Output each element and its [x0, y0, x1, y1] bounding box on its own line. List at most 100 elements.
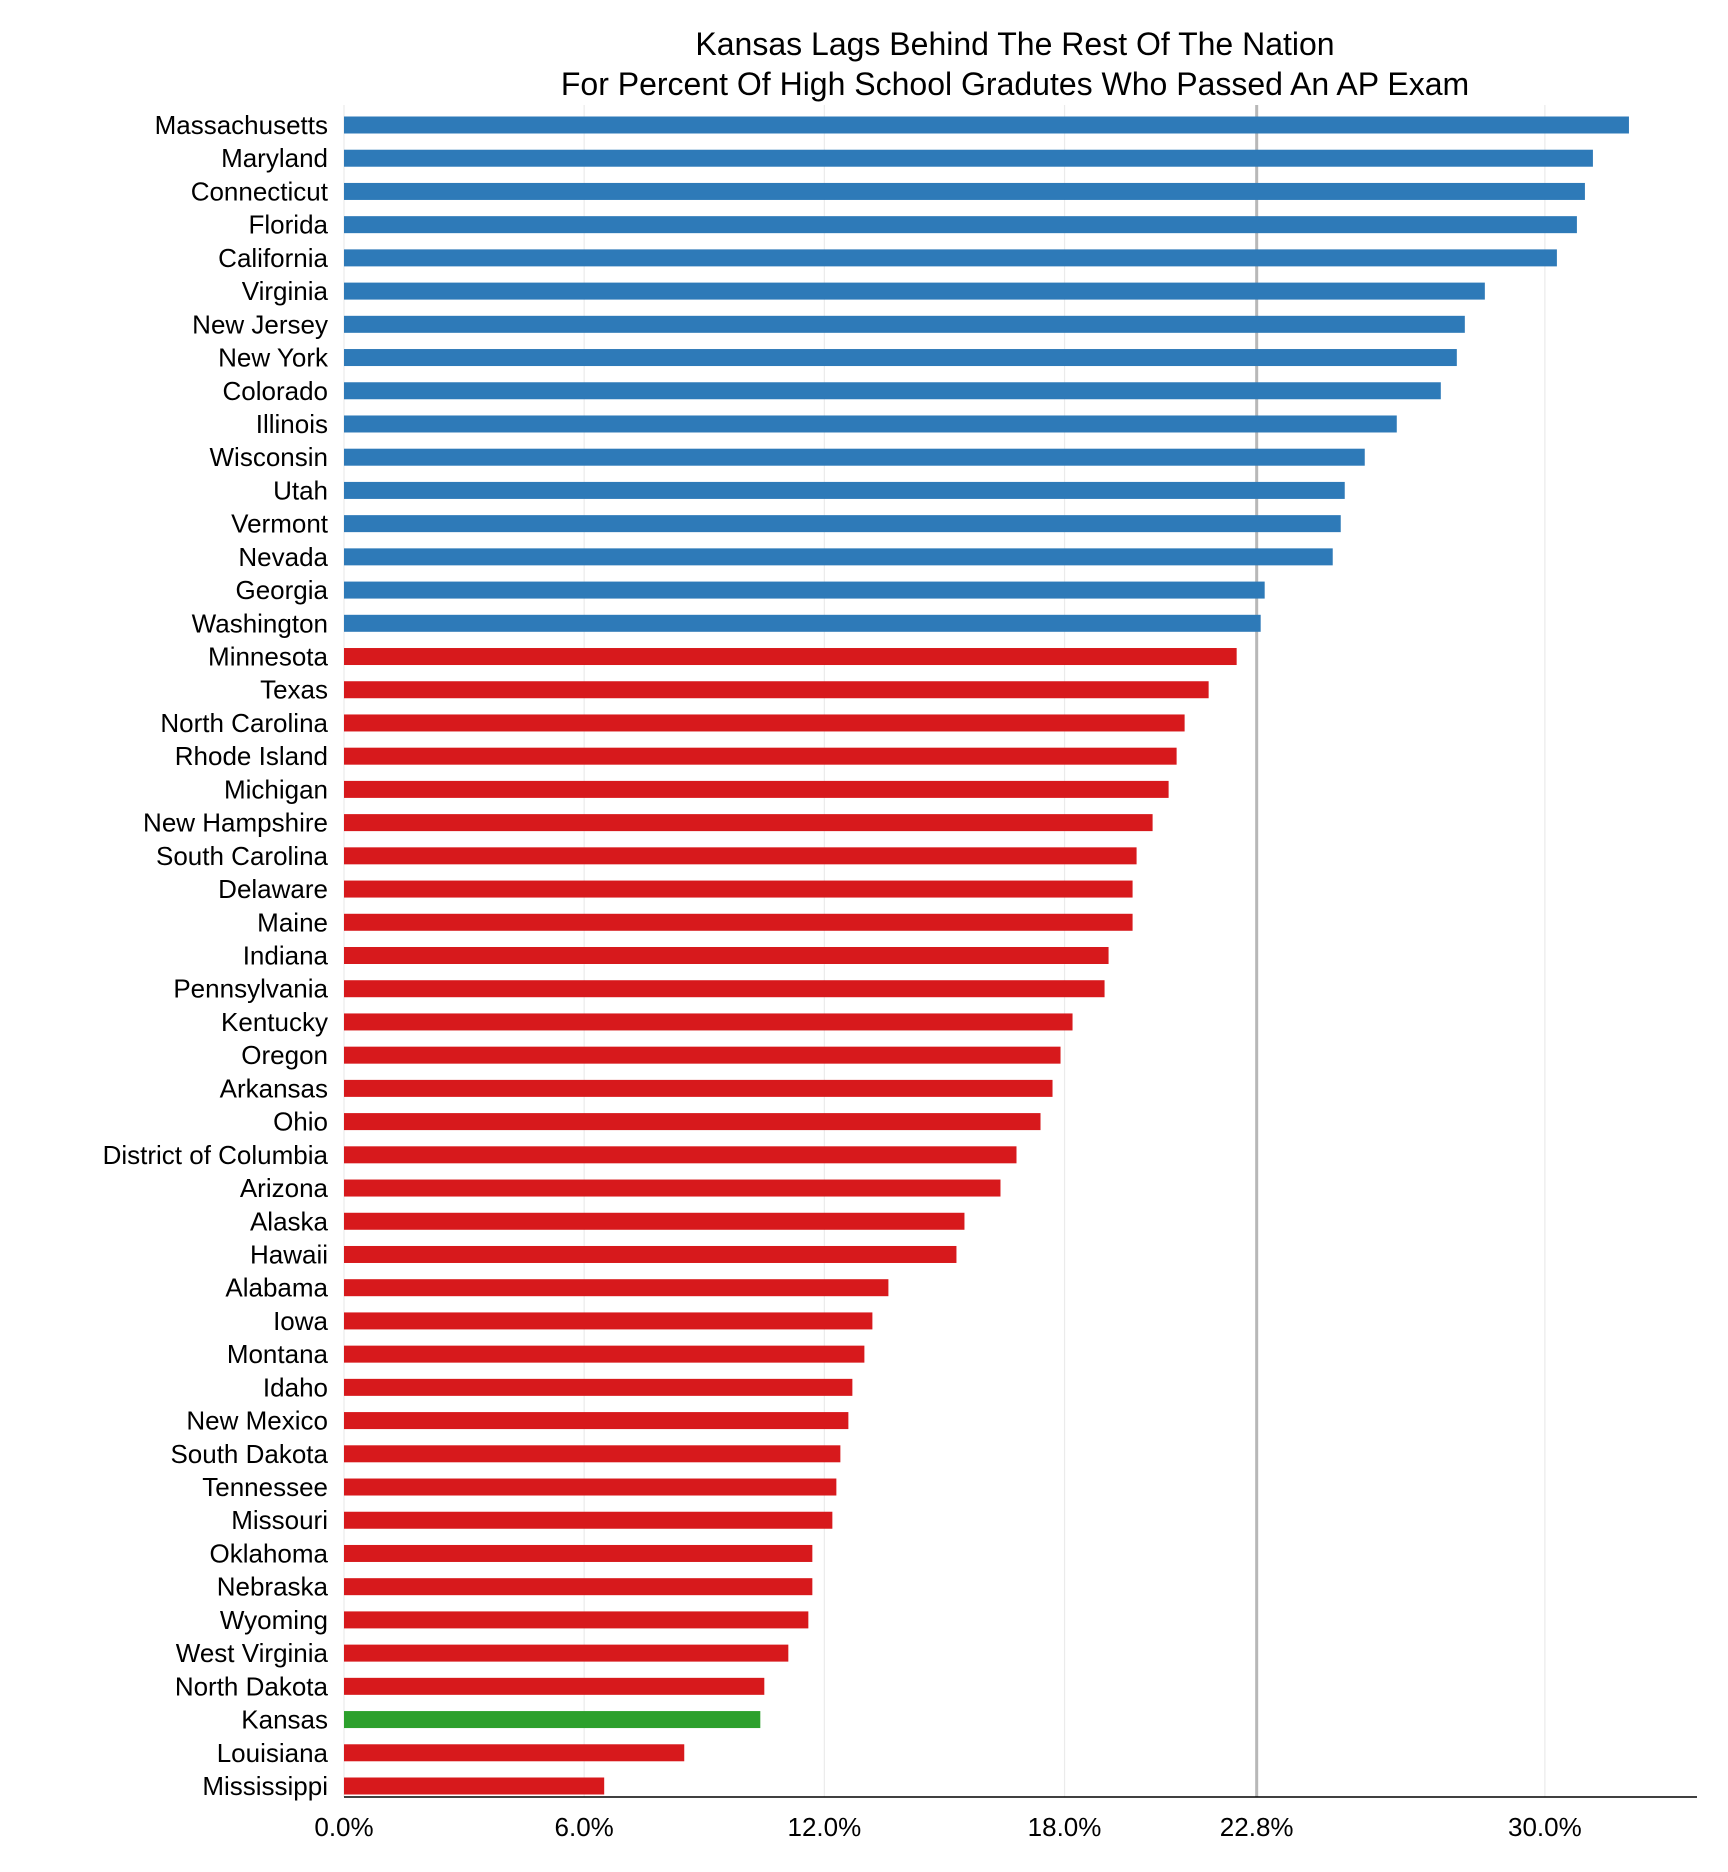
bar-indiana: [344, 947, 1109, 964]
category-label: Utah: [273, 475, 328, 505]
bar-iowa: [344, 1312, 873, 1330]
category-label: Mississippi: [202, 1771, 328, 1801]
bar-arkansas: [344, 1079, 1053, 1097]
category-label: South Carolina: [156, 841, 329, 871]
bar-alabama: [344, 1279, 889, 1297]
category-label: Alaska: [250, 1206, 329, 1236]
x-tick-label: 22.8%: [1220, 1812, 1294, 1842]
category-label: Washington: [192, 608, 328, 638]
category-label: Kentucky: [221, 1007, 328, 1037]
category-label: Colorado: [222, 376, 328, 406]
bar-north-carolina: [344, 714, 1185, 732]
category-label: Illinois: [256, 409, 328, 439]
category-label: Oklahoma: [210, 1538, 329, 1568]
bar-montana: [344, 1345, 865, 1363]
bar-florida: [344, 216, 1577, 234]
category-label: Arizona: [240, 1173, 329, 1203]
bar-kentucky: [344, 1013, 1073, 1031]
category-label: Wyoming: [220, 1605, 328, 1635]
category-labels: MassachusettsMarylandConnecticutFloridaC…: [103, 110, 329, 1801]
bar-michigan: [344, 780, 1169, 798]
bar-nebraska: [344, 1578, 813, 1596]
category-label: Florida: [249, 210, 329, 240]
bar-vermont: [344, 515, 1341, 533]
bar-alaska: [344, 1212, 965, 1230]
category-label: Maryland: [221, 143, 328, 173]
bar-north-dakota: [344, 1677, 765, 1695]
category-label: Nebraska: [217, 1572, 329, 1602]
category-label: Kansas: [241, 1705, 328, 1735]
bar-west-virginia: [344, 1644, 789, 1662]
category-label: Minnesota: [208, 642, 328, 672]
bar-connecticut: [344, 182, 1585, 200]
category-label: South Dakota: [170, 1439, 328, 1469]
category-label: Nevada: [238, 542, 328, 572]
bar-minnesota: [344, 648, 1237, 666]
bar-oregon: [344, 1046, 1061, 1064]
bar-tennessee: [344, 1478, 837, 1496]
category-label: Louisiana: [217, 1738, 329, 1768]
category-label: Hawaii: [250, 1239, 328, 1269]
category-label: Pennsylvania: [173, 974, 328, 1004]
bar-wisconsin: [344, 448, 1365, 466]
bar-massachusetts: [344, 116, 1629, 134]
category-label: Arkansas: [220, 1073, 328, 1103]
category-label: West Virginia: [176, 1638, 329, 1668]
category-label: Wisconsin: [210, 442, 328, 472]
bar-south-dakota: [344, 1445, 841, 1463]
x-tick-label: 12.0%: [787, 1812, 861, 1842]
bar-colorado: [344, 382, 1441, 400]
bar-utah: [344, 481, 1345, 499]
category-label: Rhode Island: [175, 741, 328, 771]
category-label: Virginia: [242, 276, 329, 306]
category-label: Oregon: [241, 1040, 328, 1070]
category-label: North Dakota: [175, 1671, 329, 1701]
bar-arizona: [344, 1179, 1001, 1197]
bar-maryland: [344, 149, 1593, 167]
bar-new-york: [344, 349, 1457, 367]
bar-illinois: [344, 415, 1397, 433]
bar-new-mexico: [344, 1412, 849, 1430]
chart-title: Kansas Lags Behind The Rest Of The Natio…: [695, 26, 1334, 62]
bar-rhode-island: [344, 747, 1177, 765]
bar-pennsylvania: [344, 980, 1105, 998]
bar-delaware: [344, 880, 1133, 898]
category-label: Alabama: [225, 1273, 328, 1303]
category-label: Texas: [260, 675, 328, 705]
bar-louisiana: [344, 1744, 685, 1762]
category-label: District of Columbia: [103, 1140, 329, 1170]
bar-new-hampshire: [344, 814, 1153, 832]
bar-district-of-columbia: [344, 1146, 1017, 1164]
bar-mississippi: [344, 1777, 605, 1795]
category-label: Vermont: [231, 509, 329, 539]
x-tick-label: 18.0%: [1028, 1812, 1102, 1842]
bar-hawaii: [344, 1245, 957, 1263]
category-label: Indiana: [243, 941, 329, 971]
category-label: Massachusetts: [155, 110, 328, 140]
category-label: Maine: [257, 907, 328, 937]
category-label: Idaho: [263, 1372, 328, 1402]
category-label: Montana: [227, 1339, 329, 1369]
bar-georgia: [344, 581, 1265, 599]
bar-south-carolina: [344, 847, 1137, 865]
chart-subtitle: For Percent Of High School Gradutes Who …: [561, 66, 1469, 102]
x-tick-label: 30.0%: [1508, 1812, 1582, 1842]
category-label: Iowa: [273, 1306, 328, 1336]
category-label: North Carolina: [160, 708, 328, 738]
category-label: California: [218, 243, 328, 273]
bar-nevada: [344, 548, 1333, 566]
bar-idaho: [344, 1378, 853, 1396]
category-label: New Jersey: [192, 309, 328, 339]
category-label: Georgia: [236, 575, 329, 605]
bar-oklahoma: [344, 1544, 813, 1562]
category-label: Missouri: [231, 1505, 328, 1535]
category-label: New York: [218, 343, 329, 373]
bar-texas: [344, 681, 1209, 699]
x-tick-label: 6.0%: [555, 1812, 614, 1842]
category-label: Tennessee: [202, 1472, 328, 1502]
bars: [344, 116, 1629, 1795]
bar-missouri: [344, 1511, 833, 1529]
bar-maine: [344, 913, 1133, 931]
category-label: Michigan: [224, 774, 328, 804]
